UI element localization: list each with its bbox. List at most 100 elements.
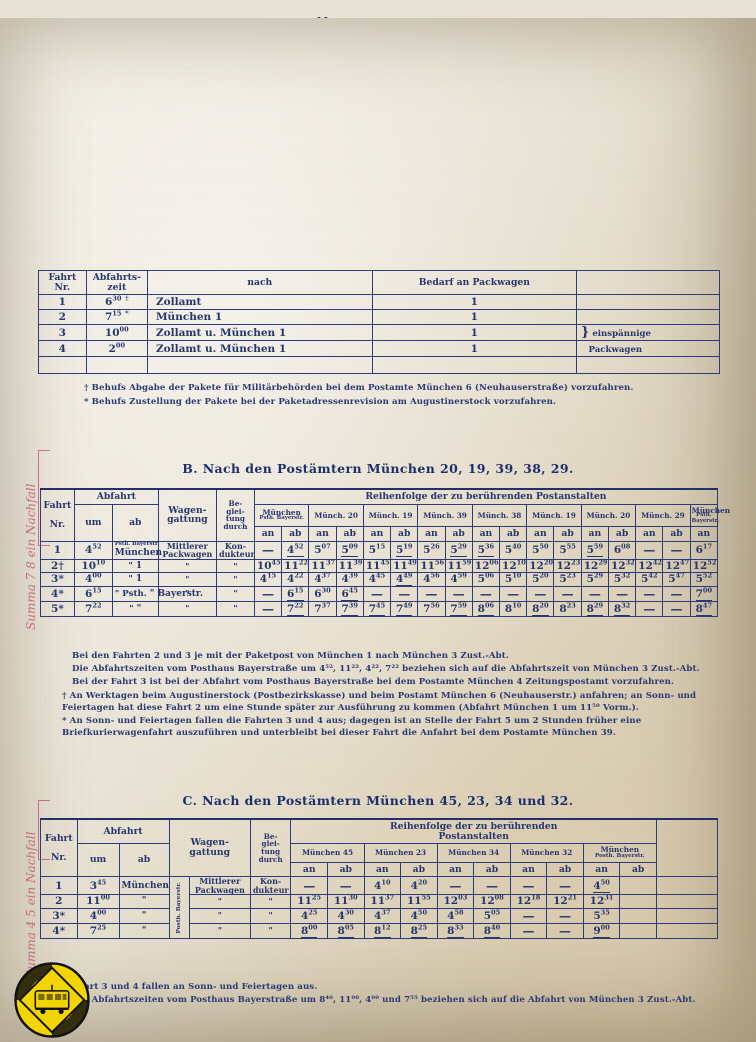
th-an: an: [471, 526, 501, 542]
cell-time: —: [546, 907, 584, 924]
cell-bedarf-note: } einspännige: [575, 324, 721, 342]
cell-time: 825: [400, 922, 438, 939]
cell-begleitung: Kon-dukteur: [249, 876, 292, 895]
cell-time: 1242: [635, 558, 664, 574]
cell-bedarf: 1: [371, 340, 577, 358]
table-b: Fahrt Nr. Abfahrt Wagen-gattung Be-glei-tung…: [40, 488, 730, 617]
th-um: um: [76, 843, 120, 878]
cell-bedarf-note: [575, 294, 721, 311]
cell-time: —: [390, 585, 419, 602]
th-spare: [655, 818, 719, 878]
th-an: an: [363, 861, 402, 878]
cell-time: 805: [326, 922, 365, 939]
footnote: Bei den Fahrten 2 und 3 je mit der Paket…: [72, 651, 509, 661]
th-an: an: [689, 526, 719, 542]
tram-logo-watermark: [14, 962, 90, 1038]
th-stop-5: Münch. 19: [526, 503, 582, 528]
th-stop-1: Münch. 20: [308, 503, 364, 528]
table-a: Fahrt Nr. Abfahrts-zeit nach Bedarf an Packw…: [38, 269, 721, 375]
footnote: † Behufs Abgabe der Pakete für Militärbe…: [84, 383, 634, 394]
th-fahrt-nr: Fahrt Nr.: [40, 818, 78, 878]
cell-time: 506: [471, 572, 501, 587]
cell-time: [619, 894, 657, 909]
th-an: an: [417, 526, 446, 542]
th-abfahrt: Abfahrt: [73, 488, 159, 505]
cell-time: —: [635, 585, 664, 602]
cell-fahrt-nr: 3*: [40, 907, 78, 924]
th-stop-0: München Psth. Bayerstr.: [253, 503, 310, 528]
cell-time: 1218: [509, 894, 548, 909]
cell-time: 615: [281, 585, 310, 602]
cell-time: —: [662, 540, 691, 560]
table-b-postamter: Fahrt Nr. Abfahrt Wagen-gattung Be-glei-tung…: [40, 488, 730, 617]
cell-pad: [146, 356, 373, 375]
margin-bracket-bottom: [38, 800, 50, 861]
th-wagengattung: Wagen-gattung: [157, 488, 218, 542]
cell-pad: [371, 356, 577, 375]
th-an: an: [362, 526, 392, 542]
th-ab: ab: [444, 526, 473, 542]
th-stop-0: München 45: [290, 843, 365, 863]
th-stop-1: München 23: [363, 843, 438, 863]
cell-time: 1206: [471, 558, 501, 574]
cell-nach: Zollamt u. München 1: [146, 340, 373, 358]
footnote: * Behufs Zustellung der Pakete bei der P…: [84, 396, 557, 407]
th-begleitung: Be-glei-tung durch: [216, 488, 255, 542]
th-an: an: [509, 861, 548, 878]
cell-time: 420: [400, 876, 438, 895]
cell-fahrt-nr: 2: [38, 309, 87, 326]
th-stop-4: München Posth. Bayerstr.: [582, 843, 657, 863]
footnote: * An Sonn- und Feiertagen fallen die Fah…: [62, 716, 642, 739]
cell-time: 630: [308, 585, 337, 602]
cell-begleitung: ": [216, 572, 255, 587]
th-ab: ab: [281, 526, 310, 542]
table-c-postamter: Fahrt Nr. Abfahrt Wagen-gattung Be-glei-tung…: [40, 818, 719, 939]
cell-fahrt-nr: 4*: [40, 922, 78, 939]
cell-time: 509: [335, 540, 364, 560]
section-b-title: B. Nach den Postämtern München 20, 19, 3…: [182, 461, 574, 476]
cell-time: 1231: [582, 894, 621, 909]
section-b-footnotes: Bei den Fahrten 2 und 3 je mit der Paket…: [62, 650, 727, 740]
cell-fahrt-nr: 2†: [40, 558, 75, 574]
footnote: Die Abfahrtszeiten vom Posthaus Bayerstr…: [72, 664, 700, 675]
cell-bedarf-note: [575, 309, 721, 326]
cell-abfahrtszeit: 715 *: [85, 309, 148, 326]
th-ab: ab: [326, 861, 365, 878]
cell-bedarf: 1: [371, 294, 577, 311]
cell-time: 823: [553, 600, 582, 617]
th-ab: ab: [473, 861, 511, 878]
cell-time: 1130: [326, 894, 365, 909]
cell-time: —: [444, 585, 473, 602]
cell-time: —: [580, 585, 609, 602]
table-row: 1 345 München Posth. Bayerstr. Mittlerer Pack…: [40, 876, 719, 939]
th-stop-8: München Psth. Bayerstr.: [689, 503, 730, 528]
cell-time: 559: [580, 540, 609, 560]
cell-wagengattung: ": [188, 922, 251, 939]
cell-von: ": [118, 922, 170, 939]
th-stop-3: Münch. 39: [417, 503, 473, 528]
cell-von: " 1: [111, 558, 159, 574]
cell-time: 550: [526, 540, 555, 560]
cell-time: 1159: [444, 558, 473, 574]
th-an: an: [253, 526, 283, 542]
margin-annotation-bottom: Summa 4 5 ein Nachfall: [24, 831, 38, 978]
cell-time: 1122: [281, 558, 310, 574]
cell-time: 542: [635, 572, 664, 587]
table-row: 3 1000 Zollamt u. München 1 1} einspännige: [38, 324, 721, 342]
cell-nach: Zollamt u. München 1: [146, 324, 373, 342]
cell-time: 645: [335, 585, 364, 602]
cell-time: [619, 922, 657, 939]
cell-time: 449: [390, 572, 419, 587]
cell-spare: [655, 876, 719, 895]
th-stop-4: Münch. 38: [471, 503, 528, 528]
table-row: 4* 725 " " " 800 805 812 825 833 840— —900: [40, 922, 719, 939]
section-c-footnotes: Fahrt 3 und 4 fallen an Sonn- und Feiert…: [62, 981, 727, 1007]
cell-time: —: [546, 922, 584, 939]
cell-fahrt-nr: 3*: [40, 572, 75, 587]
cell-time: —: [509, 922, 548, 939]
cell-time: 1125: [290, 894, 328, 909]
cell-time: —: [635, 540, 664, 560]
cell-time: 700: [689, 585, 719, 602]
th-ab: ab: [553, 526, 582, 542]
